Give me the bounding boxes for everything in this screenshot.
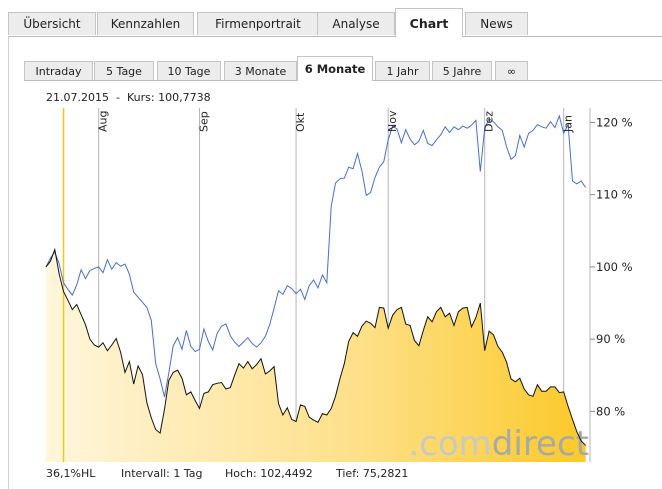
cursor-price: 100,7738	[158, 91, 211, 104]
y-axis: 120 % 110 % 100 % 90 % 80 %	[590, 115, 633, 418]
comdirect-watermark: .comdirect	[408, 424, 589, 464]
stat-hl: 36,1%HL	[46, 467, 96, 480]
period-tab-label: 1 Jahr	[386, 65, 419, 78]
stat-interval: Intervall: 1 Tag	[121, 467, 203, 480]
tab-analyse[interactable]: Analyse	[317, 12, 395, 35]
tab-label: Chart	[409, 16, 449, 31]
tab-label: Übersicht	[23, 17, 81, 31]
tab-label: Firmenportrait	[215, 17, 301, 31]
tab-uebersicht[interactable]: Übersicht	[8, 12, 96, 35]
x-tick-label: Aug	[97, 111, 110, 132]
period-tab-intraday[interactable]: Intraday	[24, 61, 93, 80]
x-tick-label: Nov	[386, 110, 399, 132]
y-tick-label: 80 %	[596, 404, 625, 418]
x-tick-label: Sep	[198, 111, 211, 132]
chart-panel	[8, 36, 662, 489]
stat-high: Hoch: 102,4492	[225, 467, 313, 480]
x-tick-label: Okt	[294, 112, 307, 132]
period-tab-label: ∞	[506, 65, 517, 78]
x-tick-label: Jan	[562, 115, 575, 133]
period-tab-label: 3 Monate	[234, 65, 287, 78]
x-tick-label: Dez	[483, 111, 496, 132]
period-tab-label: 6 Monate	[304, 62, 366, 76]
period-tab-10-tage[interactable]: 10 Tage	[157, 61, 221, 80]
cursor-date: 21.07.2015	[46, 91, 109, 104]
period-tab-label: 5 Jahre	[442, 65, 482, 78]
cursor-price-label: Kurs:	[126, 91, 155, 104]
x-axis: Aug Sep Okt Nov Dez Jan	[97, 110, 575, 133]
period-tab-1-jahr[interactable]: 1 Jahr	[375, 61, 430, 80]
period-tab-bar: Intraday 5 Tage 10 Tage 3 Monate 6 Monat…	[24, 56, 662, 81]
tab-chart[interactable]: Chart	[395, 8, 463, 37]
tab-label: Analyse	[332, 17, 380, 31]
tab-news[interactable]: News	[465, 12, 528, 35]
tab-kennzahlen[interactable]: Kennzahlen	[97, 12, 194, 35]
series-line-black	[45, 247, 586, 446]
y-tick-label: 90 %	[596, 332, 625, 346]
series-line-blue	[45, 114, 587, 398]
main-tab-bar: Übersicht Kennzahlen Firmenportrait Anal…	[8, 8, 662, 37]
watermark-part-2: direct	[492, 424, 589, 464]
y-tick-label: 100 %	[596, 260, 633, 274]
y-tick-label: 120 %	[596, 115, 633, 129]
stat-low: Tief: 75,2821	[336, 467, 409, 480]
price-area-fill	[46, 249, 586, 462]
y-tick-label: 110 %	[596, 188, 633, 202]
period-tab-6-monate[interactable]: 6 Monate	[297, 56, 373, 81]
watermark-part-1: .com	[408, 424, 491, 464]
period-tab-label: 10 Tage	[167, 65, 211, 78]
tab-label: Kennzahlen	[110, 17, 181, 31]
period-tab-5-jahre[interactable]: 5 Jahre	[432, 61, 492, 80]
tab-label: News	[480, 17, 513, 31]
period-tab-5-tage[interactable]: 5 Tage	[94, 61, 154, 80]
period-tab-label: 5 Tage	[106, 65, 142, 78]
cursor-info: 21.07.2015 - Kurs: 100,7738	[46, 91, 211, 104]
period-tab-all[interactable]: ∞	[495, 61, 528, 80]
period-tab-label: Intraday	[35, 65, 82, 78]
period-tab-3-monate[interactable]: 3 Monate	[224, 61, 297, 80]
cursor-separator: -	[115, 91, 120, 104]
